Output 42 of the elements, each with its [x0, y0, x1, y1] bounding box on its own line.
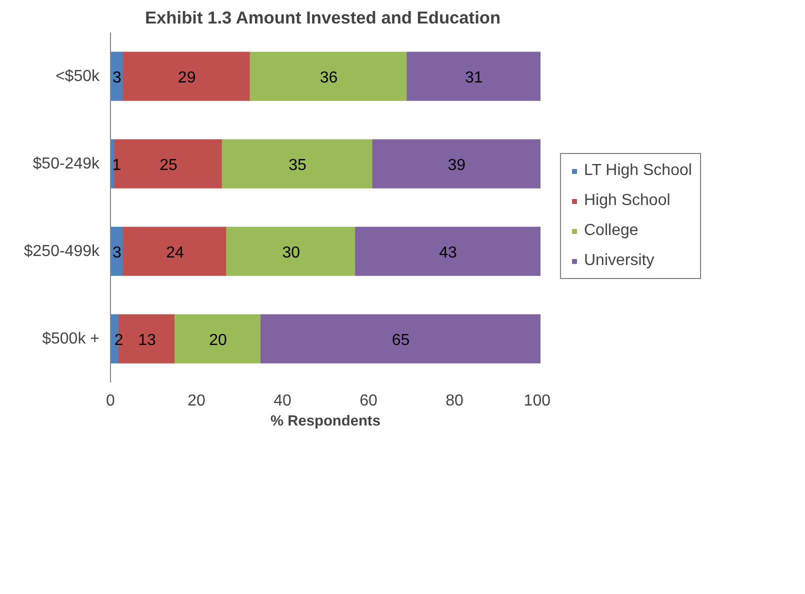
data-label: 39	[448, 156, 466, 174]
legend-label: College	[584, 222, 638, 240]
x-tick-label: 60	[360, 392, 378, 410]
data-label: 2	[114, 332, 124, 349]
y-tick-label: $250-499k	[24, 242, 100, 260]
bar	[114, 139, 223, 188]
data-label: 3	[112, 244, 122, 262]
bar	[372, 139, 540, 188]
data-label: 36	[320, 69, 338, 86]
legend-label: LT High School	[584, 162, 692, 180]
x-tick-label: 100	[524, 392, 551, 410]
legend-label: High School	[584, 192, 670, 210]
x-tick-label: 80	[446, 392, 464, 410]
bar	[122, 226, 228, 276]
bar	[406, 52, 540, 101]
bar	[222, 139, 374, 188]
data-label: 20	[209, 332, 227, 349]
bar	[174, 314, 262, 364]
data-label: 31	[464, 69, 483, 86]
bar	[355, 226, 540, 276]
bar	[250, 52, 408, 101]
x-tick-label: 0	[106, 392, 116, 410]
y-tick-label: $50-249k	[32, 155, 100, 172]
chart-title: Exhibit 1.3 Amount Invested and Education	[144, 8, 501, 28]
data-label: 24	[166, 244, 184, 262]
x-tick-label: 40	[274, 392, 292, 410]
y-tick-label: $500k +	[42, 330, 100, 348]
data-label: 65	[392, 332, 410, 349]
bar	[226, 226, 356, 276]
data-label: 29	[178, 69, 196, 86]
data-label: 35	[288, 156, 307, 174]
data-label: 30	[282, 244, 300, 262]
data-label: 13	[138, 332, 156, 349]
data-label: 25	[160, 156, 178, 174]
x-tick-label: 20	[188, 392, 206, 410]
bar	[260, 314, 540, 364]
data-label: 3	[112, 69, 122, 86]
y-tick-label: <$50k	[55, 68, 100, 85]
legend-label: University	[584, 252, 654, 270]
bar	[122, 52, 251, 101]
x-axis-title: % Respondents	[270, 414, 380, 430]
data-label: 43	[439, 244, 458, 262]
